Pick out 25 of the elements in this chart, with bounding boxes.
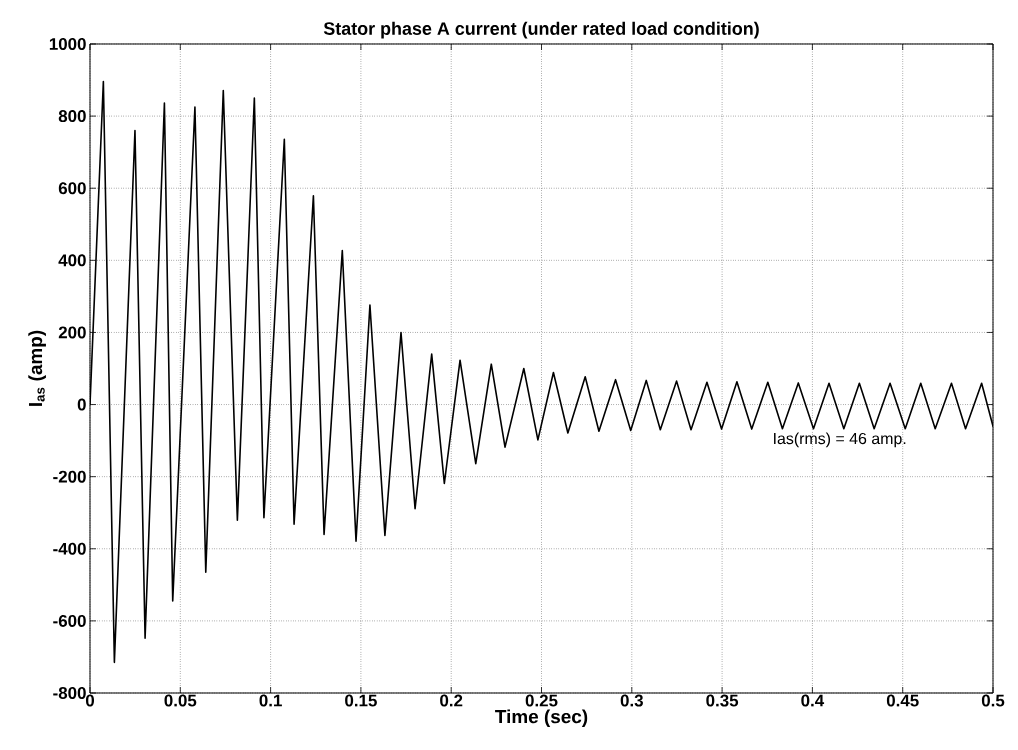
x-tick-label: 0.05 [164,694,197,707]
y-axis-title: I$_{as}$ (amp) [28,330,46,406]
x-tick-label: 0.1 [259,694,282,707]
y-tick-label: 200 [58,326,86,339]
y-tick-label: -400 [53,542,86,555]
y-tick-label: 400 [58,254,86,267]
x-tick-label: 0.45 [886,694,919,707]
x-tick-label: 0 [85,694,95,707]
y-tick-label: -800 [53,687,86,699]
x-axis-title: Time (sec) [495,709,588,728]
x-tick-label: 0.3 [620,694,643,707]
x-tick-label: 0.4 [801,694,825,707]
y-tick-label: 1000 [49,38,86,50]
y-tick-label: 0 [77,398,86,411]
x-tick-label: 0.5 [981,694,1005,707]
x-tick-label: 0.15 [345,694,377,707]
y-tick-label: -200 [53,470,86,483]
y-tick-label: -600 [53,614,86,627]
chart-title: Stator phase A current (under rated load condition) [323,21,759,39]
y-tick-label: 800 [58,110,86,123]
annotation: Ias(rms) = 46 amp. [774,432,906,448]
x-tick-label: 0.2 [440,694,463,707]
x-tick-label: 0.35 [706,694,739,707]
y-tick-label: 600 [58,182,86,195]
x-tick-label: 0.25 [525,694,558,707]
